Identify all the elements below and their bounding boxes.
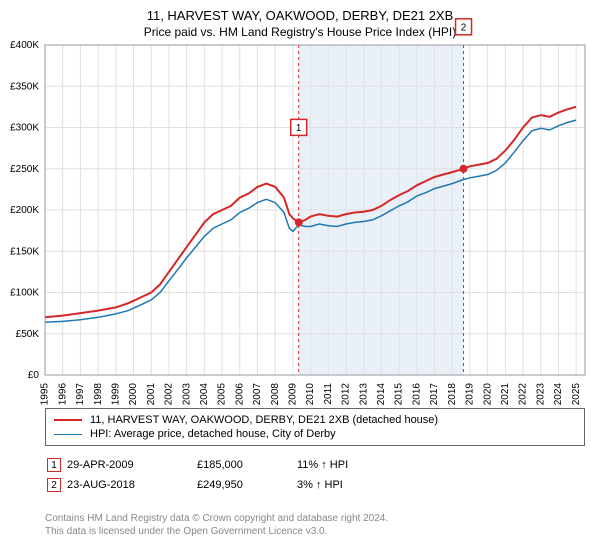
svg-text:2022: 2022 (518, 383, 529, 406)
svg-text:2003: 2003 (181, 383, 192, 406)
svg-text:£50K: £50K (16, 329, 40, 340)
legend-swatch-property (54, 419, 82, 421)
svg-text:2024: 2024 (553, 383, 564, 406)
legend-label-property: 11, HARVEST WAY, OAKWOOD, DERBY, DE21 2X… (90, 414, 438, 426)
legend: 11, HARVEST WAY, OAKWOOD, DERBY, DE21 2X… (45, 408, 585, 446)
legend-swatch-hpi (54, 434, 82, 435)
svg-text:2021: 2021 (500, 383, 511, 406)
sale-date-1: 29-APR-2009 (67, 459, 197, 471)
svg-text:1998: 1998 (93, 383, 104, 406)
svg-text:1: 1 (296, 123, 302, 134)
svg-text:2013: 2013 (358, 383, 369, 406)
svg-text:1996: 1996 (57, 383, 68, 406)
svg-text:1997: 1997 (75, 383, 86, 406)
svg-text:2008: 2008 (270, 383, 281, 406)
svg-text:2002: 2002 (164, 383, 175, 406)
svg-text:1995: 1995 (40, 383, 51, 406)
svg-text:£400K: £400K (10, 40, 39, 51)
footer-line-2: This data is licensed under the Open Gov… (45, 525, 585, 538)
footer: Contains HM Land Registry data © Crown c… (45, 512, 585, 538)
sales-table: 1 29-APR-2009 £185,000 11% ↑ HPI 2 23-AU… (45, 455, 585, 495)
legend-item-property: 11, HARVEST WAY, OAKWOOD, DERBY, DE21 2X… (54, 413, 576, 427)
svg-text:2023: 2023 (535, 383, 546, 406)
svg-text:2019: 2019 (465, 383, 476, 406)
sale-row-1: 1 29-APR-2009 £185,000 11% ↑ HPI (45, 455, 585, 475)
svg-text:2009: 2009 (288, 383, 299, 406)
svg-text:2000: 2000 (128, 383, 139, 406)
svg-text:£100K: £100K (10, 288, 39, 299)
legend-label-hpi: HPI: Average price, detached house, City… (90, 428, 336, 440)
sale-marker-2-icon: 2 (47, 478, 61, 492)
svg-text:2020: 2020 (482, 383, 493, 406)
sale-row-2: 2 23-AUG-2018 £249,950 3% ↑ HPI (45, 475, 585, 495)
svg-text:2004: 2004 (199, 383, 210, 406)
sale-marker-1-icon: 1 (47, 458, 61, 472)
svg-text:2017: 2017 (429, 383, 440, 406)
chart: £0£50K£100K£150K£200K£250K£300K£350K£400… (45, 45, 585, 375)
svg-text:2001: 2001 (146, 383, 157, 406)
svg-text:2016: 2016 (411, 383, 422, 406)
svg-text:2015: 2015 (394, 383, 405, 406)
sale-price-2: £249,950 (197, 479, 297, 491)
svg-text:2010: 2010 (305, 383, 316, 406)
svg-text:2011: 2011 (323, 383, 334, 405)
svg-text:2025: 2025 (571, 383, 582, 406)
svg-text:£150K: £150K (10, 246, 39, 257)
svg-text:2014: 2014 (376, 383, 387, 406)
sale-date-2: 23-AUG-2018 (67, 479, 197, 491)
page-title: 11, HARVEST WAY, OAKWOOD, DERBY, DE21 2X… (0, 0, 600, 23)
svg-text:£300K: £300K (10, 123, 39, 134)
svg-text:2006: 2006 (234, 383, 245, 406)
legend-item-hpi: HPI: Average price, detached house, City… (54, 427, 576, 441)
svg-text:£200K: £200K (10, 205, 39, 216)
svg-text:£0: £0 (28, 370, 40, 381)
svg-text:2012: 2012 (341, 383, 352, 406)
sale-diff-2: 3% ↑ HPI (297, 479, 387, 491)
svg-text:£250K: £250K (10, 164, 39, 175)
svg-text:2018: 2018 (447, 383, 458, 406)
footer-line-1: Contains HM Land Registry data © Crown c… (45, 512, 585, 525)
sale-price-1: £185,000 (197, 459, 297, 471)
svg-text:2007: 2007 (252, 383, 263, 406)
svg-text:1999: 1999 (110, 383, 121, 406)
sale-diff-1: 11% ↑ HPI (297, 459, 387, 471)
svg-text:£350K: £350K (10, 81, 39, 92)
svg-text:2: 2 (461, 22, 467, 33)
svg-text:2005: 2005 (217, 383, 228, 406)
page-subtitle: Price paid vs. HM Land Registry's House … (0, 23, 600, 39)
